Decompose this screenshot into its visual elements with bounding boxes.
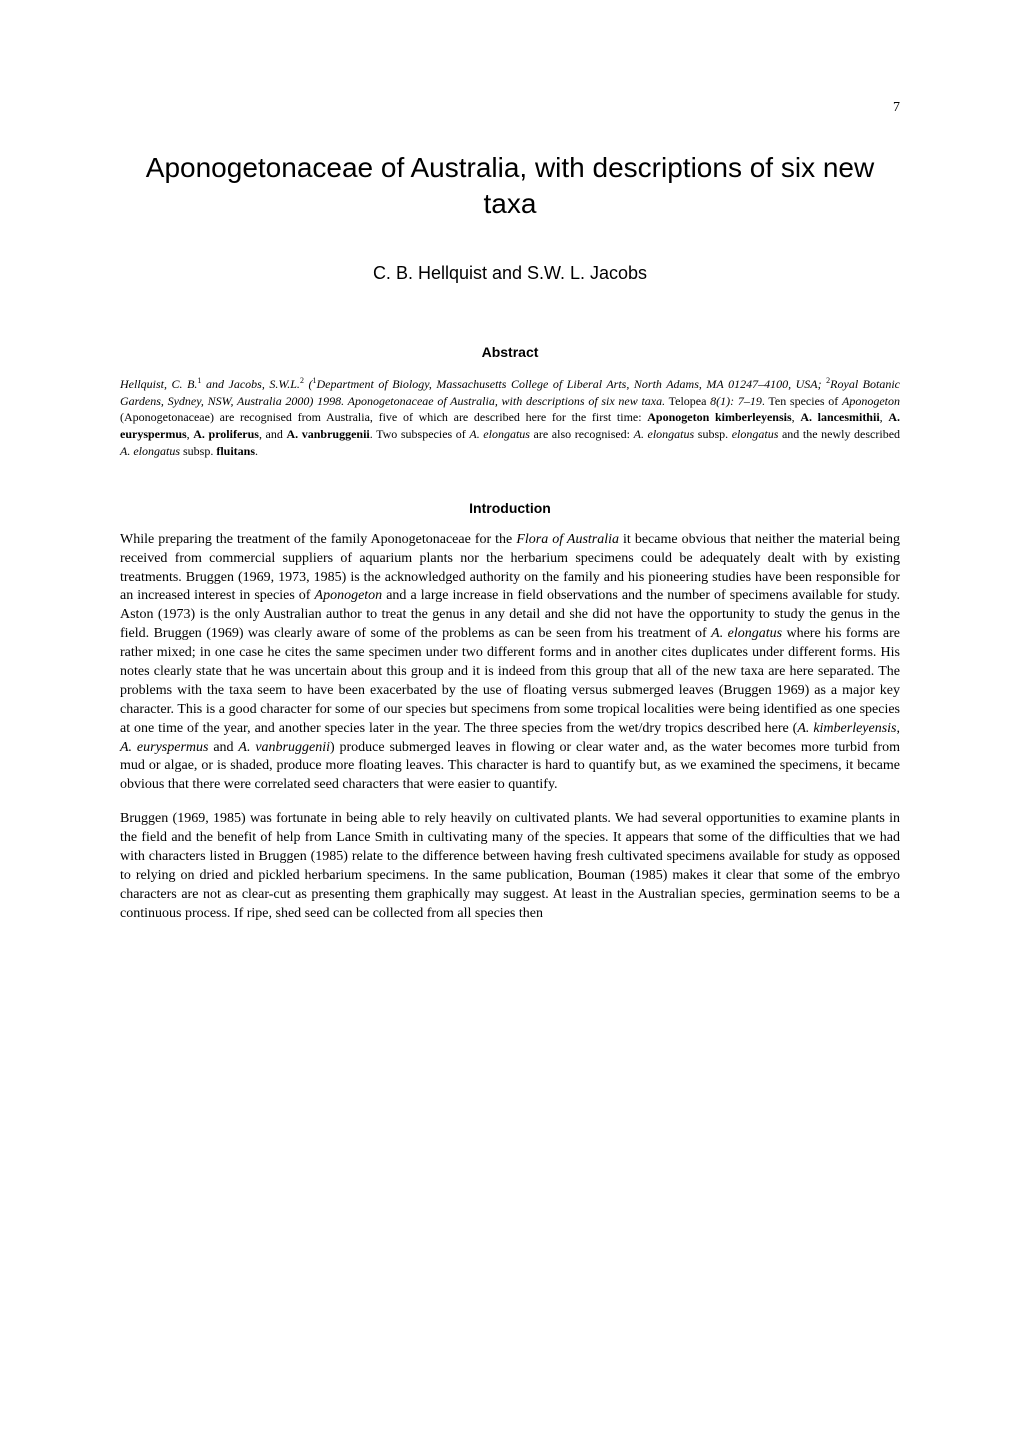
species-4: A. proliferus (193, 427, 259, 441)
authors: C. B. Hellquist and S.W. L. Jacobs (120, 263, 900, 284)
intro-paragraph-2: Bruggen (1969, 1985) was fortunate in be… (120, 810, 900, 923)
subspecies-1: elongatus (732, 427, 779, 441)
journal-name: Telopea (665, 394, 710, 408)
species-5: A. vanbruggenii (286, 427, 369, 441)
citation-author2: and Jacobs, S.W.L. (201, 377, 300, 391)
abstract-text-7: subsp. (180, 444, 216, 458)
p1-t4: where his forms are rather mixed; in one… (120, 626, 900, 735)
abstract-text-1: . Ten species of (762, 394, 842, 408)
abstract-text-3: . Two subspecies of (370, 427, 470, 441)
introduction-heading: Introduction (120, 500, 900, 516)
journal-volume: 8(1): 7–19 (710, 394, 762, 408)
elongatus-1: A. elongatus (469, 427, 530, 441)
comma-1: , (792, 410, 801, 424)
p1-i6: A. vanbruggenii (238, 740, 330, 755)
abstract-text-2: (Aponogetonaceae) are recognised from Au… (120, 410, 647, 424)
dept-1: Department of Biology, Massachusetts Col… (316, 377, 826, 391)
abstract-text-4: are also recognised: (530, 427, 634, 441)
abstract-text-6: and the newly described (778, 427, 900, 441)
comma-4: , and (259, 427, 287, 441)
p1-i5: A. euryspermus (120, 740, 208, 755)
intro-paragraph-1: While preparing the treatment of the fam… (120, 531, 900, 795)
citation-author1: Hellquist, C. B. (120, 377, 197, 391)
species-2: A. lancesmithii (800, 410, 879, 424)
abstract-heading: Abstract (120, 344, 900, 360)
p1-t6: and (208, 740, 238, 755)
p1-i4: A. kimberleyensis (797, 721, 896, 736)
p1-t5: , (897, 721, 901, 736)
p1-i3: A. elongatus (711, 626, 782, 641)
page-number: 7 (893, 100, 900, 116)
species-1: Aponogeton kimberleyensis (647, 410, 791, 424)
abstract-period: . (255, 444, 258, 458)
abstract-text-5: subsp. (694, 427, 732, 441)
abstract-text: Hellquist, C. B.1 and Jacobs, S.W.L.2 (1… (120, 375, 900, 460)
p1-t1: While preparing the treatment of the fam… (120, 532, 516, 547)
subspecies-2: fluitans (216, 444, 255, 458)
article-title: Aponogetonaceae of Australia, with descr… (120, 150, 900, 223)
p1-i2: Aponogeton (315, 588, 383, 603)
p1-i1: Flora of Australia (516, 532, 619, 547)
genus-name: Aponogeton (842, 394, 900, 408)
elongatus-3: A. elongatus (120, 444, 180, 458)
elongatus-2: A. elongatus (634, 427, 695, 441)
p2-t1: Bruggen (1969, 1985) was fortunate in be… (120, 811, 900, 920)
